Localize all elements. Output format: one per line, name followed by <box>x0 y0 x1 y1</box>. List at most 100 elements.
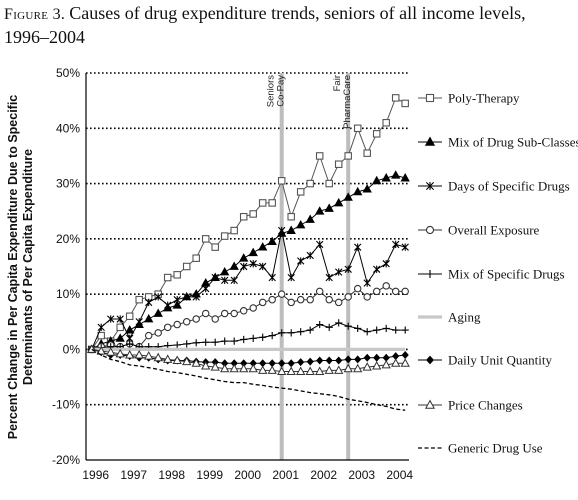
x-tick-label-0: 1996 <box>82 468 109 482</box>
series-7-point-23 <box>305 366 315 376</box>
legend-label-2: Days of Specific Drugs <box>448 179 570 194</box>
series-4-point-11 <box>192 339 200 347</box>
series-2-point-6 <box>145 298 153 307</box>
series-6-point-29 <box>363 353 371 362</box>
series-2-point-10 <box>183 293 191 301</box>
series-4-point-18 <box>259 333 267 341</box>
x-tick-label-1: 1997 <box>120 468 147 482</box>
y-tick-label-4: 10% <box>56 287 80 301</box>
y-tick-label-6: -10% <box>52 398 80 412</box>
series-4-point-24 <box>316 320 324 329</box>
series-3-point-14 <box>220 309 229 318</box>
series-2-point-16 <box>240 262 248 271</box>
series-0-point-17 <box>249 210 257 218</box>
y-tick-label-7: -20% <box>52 453 80 467</box>
series-4-point-10 <box>183 340 191 348</box>
series-4-point-32 <box>392 326 400 334</box>
chart-title: Figure 3. Causes of drug expenditure tren… <box>4 2 574 48</box>
series-1-point-25 <box>324 203 334 212</box>
figure-title: Causes of drug expenditure trends, senio… <box>4 3 526 47</box>
y-axis-title: Percent Change in Per Capita Expenditure… <box>6 95 35 440</box>
series-1-point-28 <box>353 186 363 196</box>
annotation-layer: Seniors Co-Pay Fair PharmaCare <box>266 73 353 460</box>
series-3-point-24 <box>315 287 324 296</box>
series-1-point-6 <box>144 313 154 323</box>
legend-swatch-marker-3 <box>425 225 435 235</box>
series-4-point-14 <box>221 337 229 345</box>
series-2-point-33 <box>401 243 409 251</box>
series-4-point-33 <box>401 326 409 334</box>
series-line-7 <box>91 348 406 372</box>
x-tick-label-6: 2002 <box>310 468 337 482</box>
series-4-point-9 <box>173 341 181 349</box>
series-7-point-2 <box>106 347 116 356</box>
series-0-point-24 <box>315 152 324 160</box>
series-line-3 <box>91 285 406 350</box>
series-2-point-26 <box>335 268 343 276</box>
series-1-point-27 <box>343 192 353 201</box>
series-7-point-8 <box>163 354 173 363</box>
series-3-point-27 <box>344 293 352 301</box>
legend-label-3: Overall Exposure <box>448 223 540 238</box>
series-7-point-27 <box>343 363 353 373</box>
legend-swatch-marker-2 <box>425 181 435 191</box>
series-3-point-28 <box>353 284 362 293</box>
series-4-point-13 <box>211 338 219 346</box>
series-4-point-26 <box>335 319 343 327</box>
series-0-point-5 <box>135 295 143 304</box>
series-7-point-20 <box>277 366 287 376</box>
series-6-point-28 <box>354 355 362 364</box>
series-0-point-13 <box>211 243 219 251</box>
series-1-point-24 <box>315 206 325 215</box>
series-7 <box>87 344 410 376</box>
y-axis-title-line-1: Percent Change in Per Capita Expenditure… <box>6 95 20 440</box>
series-3-point-32 <box>391 287 400 296</box>
legend-swatch-marker-0 <box>425 93 435 103</box>
series-7-point-19 <box>267 365 277 374</box>
series-0-point-12 <box>201 235 210 243</box>
series-2-point-1 <box>97 323 105 332</box>
series-7-point-31 <box>381 359 391 369</box>
series-2-point-19 <box>268 273 276 282</box>
series-0-point-32 <box>391 94 400 102</box>
series-3-point-22 <box>296 295 305 304</box>
series-0-point-4 <box>125 312 134 321</box>
series-0-point-33 <box>401 99 409 108</box>
series-0-point-30 <box>372 130 381 138</box>
legend-item-2: Days of Specific Drugs <box>418 179 570 194</box>
series-7-point-5 <box>134 349 144 359</box>
series-line-6 <box>91 348 406 364</box>
series-4-point-27 <box>344 322 352 330</box>
legend-item-8: Generic Drug Use <box>418 441 543 456</box>
series-1-point-23 <box>305 214 315 223</box>
series-0-point-10 <box>182 262 191 271</box>
legend-item-1: Mix of Drug Sub-Classes <box>418 135 578 150</box>
series-7-point-12 <box>201 360 211 370</box>
series-2-point-8 <box>164 301 172 309</box>
legend-swatch-marker-7 <box>424 399 436 409</box>
series-2-point-14 <box>221 276 229 285</box>
y-tick-label-1: 40% <box>56 121 80 135</box>
series-2-point-30 <box>373 265 381 273</box>
x-tick-label-8: 2004 <box>386 468 413 482</box>
series-1-point-14 <box>220 267 230 276</box>
series-3-point-6 <box>144 331 153 340</box>
series-7-point-10 <box>182 356 192 366</box>
series-2-point-22 <box>297 257 305 265</box>
series-7-point-11 <box>191 358 201 367</box>
series-3-point-10 <box>182 318 191 326</box>
series-2-point-20 <box>278 226 286 235</box>
series-7-point-33 <box>400 358 410 367</box>
series-7-point-7 <box>153 352 163 362</box>
series-2-point-29 <box>363 279 371 287</box>
series-line-2 <box>91 230 406 350</box>
series-2-point-13 <box>211 273 219 282</box>
legend-label-0: Poly-Therapy <box>448 91 520 106</box>
series-7-point-30 <box>372 360 382 370</box>
y-tick-label-2: 30% <box>56 177 80 191</box>
series-0-point-22 <box>296 188 305 196</box>
series-2-point-12 <box>202 284 210 293</box>
series-2-point-7 <box>154 293 162 301</box>
series-1-point-33 <box>400 173 410 182</box>
